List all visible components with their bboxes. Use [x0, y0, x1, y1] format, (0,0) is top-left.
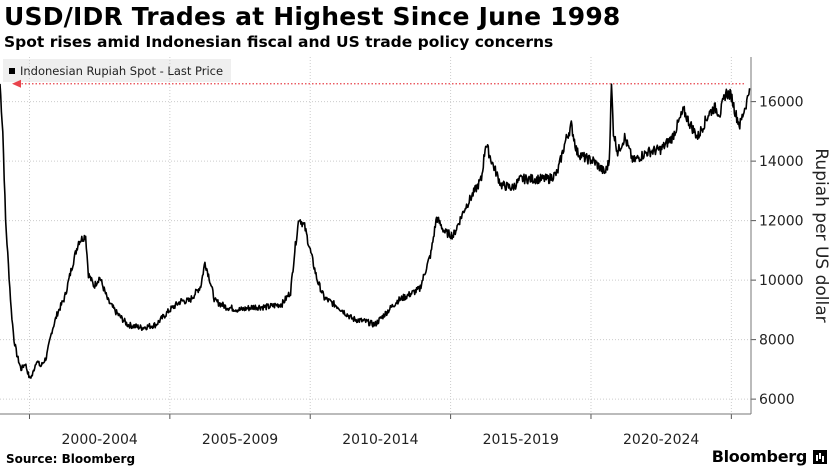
- chart-title: USD/IDR Trades at Highest Since June 199…: [4, 2, 621, 31]
- x-tick-label: 2000-2004: [62, 432, 138, 448]
- bloomberg-logo-icon: [813, 450, 827, 464]
- x-tick-label: 2015-2019: [483, 432, 559, 448]
- y-axis-title: Rupiah per US dollar: [811, 148, 831, 322]
- reference-layer: [12, 79, 746, 88]
- axis-layer: 6000 8000 10000 12000 14000 16000 2000-2004 200…: [0, 57, 831, 448]
- y-tick-label: 10000: [759, 273, 804, 289]
- y-tick-label: 12000: [759, 214, 804, 230]
- x-tick-label: 2005-2009: [202, 432, 278, 448]
- series-line-rupiah: [0, 83, 751, 379]
- x-tick-label: 2010-2014: [342, 432, 418, 448]
- grid-layer: [0, 57, 751, 414]
- chart-subtitle: Spot rises amid Indonesian fiscal and US…: [4, 33, 554, 51]
- reference-arrow-icon: [12, 79, 21, 88]
- y-tick-label: 16000: [759, 95, 804, 111]
- source-note: Source: Bloomberg: [6, 452, 136, 466]
- x-tick-label: 2020-2024: [623, 432, 699, 448]
- brand-logo: Bloomberg: [711, 447, 808, 466]
- legend-swatch: [9, 67, 15, 74]
- chart-legend: Indonesian Rupiah Spot - Last Price: [3, 59, 231, 82]
- series-layer: [0, 83, 751, 379]
- y-tick-label: 8000: [759, 333, 795, 349]
- y-tick-label: 6000: [759, 392, 795, 408]
- y-tick-label: 14000: [759, 154, 804, 170]
- legend-label: Indonesian Rupiah Spot - Last Price: [20, 63, 224, 78]
